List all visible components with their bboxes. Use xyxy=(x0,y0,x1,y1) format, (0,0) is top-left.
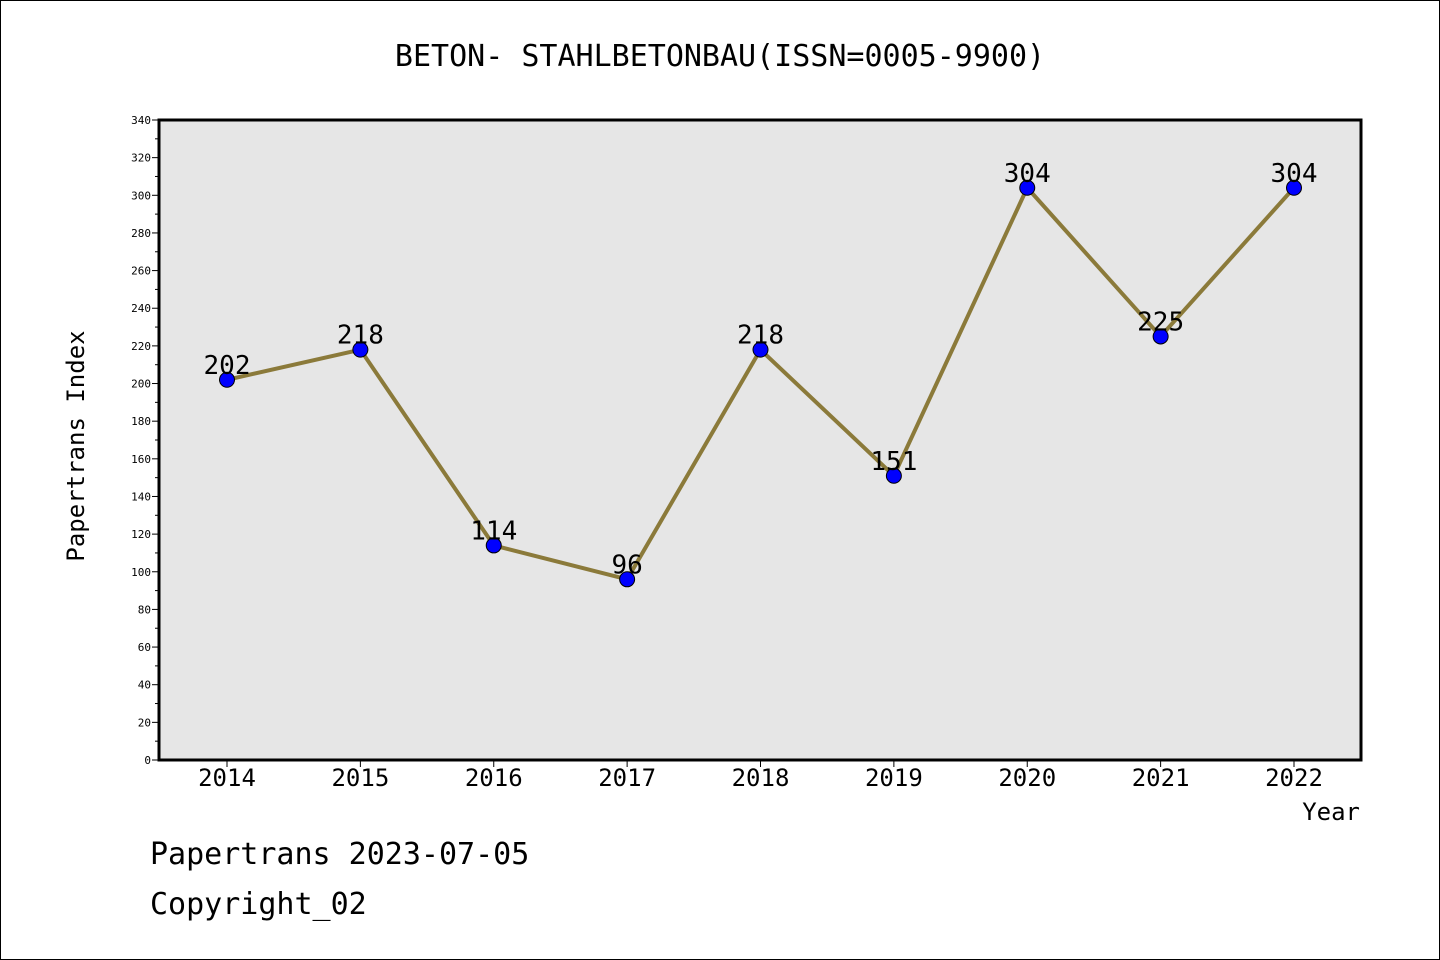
data-label: 151 xyxy=(870,447,917,477)
plot-area xyxy=(157,118,1363,762)
footer-date: Papertrans 2023-07-05 xyxy=(150,837,529,872)
x-tick-label: 2015 xyxy=(331,764,389,792)
data-point xyxy=(1286,179,1302,196)
x-tick-label: 2020 xyxy=(998,764,1056,792)
x-tick-label: 2022 xyxy=(1265,764,1323,792)
data-labels: 202 218 114 96 218 151 304 225 304 xyxy=(204,159,1318,581)
data-point xyxy=(219,371,235,388)
y-tick-label: 260 xyxy=(131,265,151,278)
data-label: 218 xyxy=(337,321,384,351)
data-label: 304 xyxy=(1271,159,1318,189)
x-axis: 2014 2015 2016 2017 2018 2019 2020 2021 2022 xyxy=(198,760,1323,792)
data-point xyxy=(885,467,902,484)
y-tick-label: 120 xyxy=(131,528,151,541)
y-tick-label: 220 xyxy=(131,340,151,353)
y-axis: 0 20 40 60 80 100 120 140 160 180 200 220 240 260 280 3… xyxy=(131,114,159,767)
data-label: 304 xyxy=(1004,159,1051,189)
data-point xyxy=(752,341,769,358)
y-tick-label: 80 xyxy=(138,603,151,616)
y-tick-label: 320 xyxy=(131,152,151,165)
y-tick-label: 40 xyxy=(138,679,151,692)
chart-title: BETON- STAHLBETONBAU(ISSN=0005-9900) xyxy=(395,39,1045,74)
x-axis-label: Year xyxy=(1302,798,1360,826)
y-tick-label: 300 xyxy=(131,189,151,202)
data-label: 202 xyxy=(204,351,251,381)
data-point xyxy=(619,571,636,588)
y-tick-label: 240 xyxy=(131,302,151,315)
series-markers xyxy=(219,179,1302,588)
data-label: 114 xyxy=(470,516,517,546)
y-tick-label: 100 xyxy=(131,566,151,579)
x-tick-label: 2018 xyxy=(732,764,790,792)
data-point xyxy=(485,537,502,554)
data-point xyxy=(1152,328,1169,345)
y-tick-label: 280 xyxy=(131,227,151,240)
x-tick-label: 2021 xyxy=(1132,764,1190,792)
footer-copyright: Copyright_02 xyxy=(150,887,367,922)
x-tick-label: 2016 xyxy=(465,764,523,792)
y-tick-label: 160 xyxy=(131,453,151,466)
y-axis-label: Papertrans Index xyxy=(62,330,90,561)
y-tick-label: 0 xyxy=(144,754,151,767)
data-point xyxy=(1019,179,1036,196)
data-label: 96 xyxy=(611,550,642,580)
y-tick-label: 20 xyxy=(138,716,151,729)
data-label: 218 xyxy=(737,321,784,351)
x-tick-label: 2019 xyxy=(865,764,923,792)
data-point xyxy=(352,341,369,358)
y-tick-label: 60 xyxy=(138,641,151,654)
y-tick-label: 340 xyxy=(131,114,151,127)
y-tick-label: 200 xyxy=(131,378,151,391)
y-tick-label: 140 xyxy=(131,490,151,503)
data-label: 225 xyxy=(1137,307,1184,337)
x-tick-label: 2014 xyxy=(198,764,256,792)
x-tick-label: 2017 xyxy=(598,764,656,792)
y-tick-label: 180 xyxy=(131,415,151,428)
